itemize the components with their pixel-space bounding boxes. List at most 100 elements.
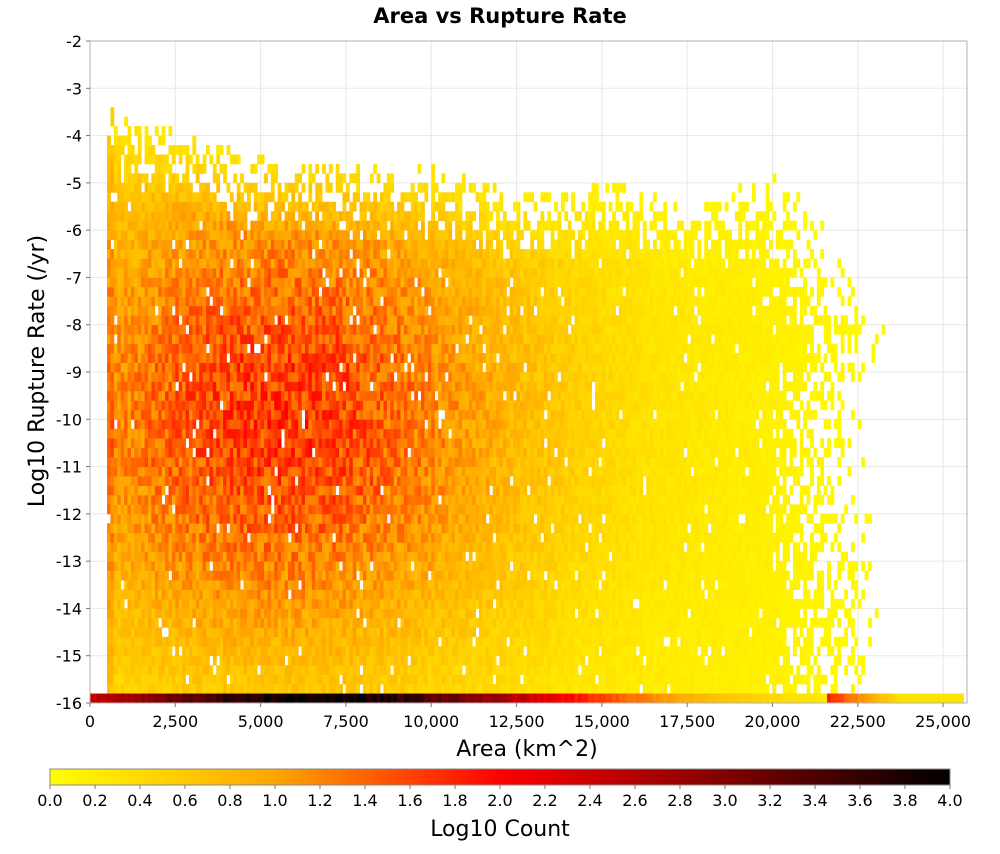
- heatmap-cell: [261, 306, 265, 316]
- heatmap-cell: [199, 504, 203, 514]
- heatmap-cell: [182, 249, 186, 259]
- heatmap-cell: [353, 523, 357, 533]
- heatmap-cell: [206, 571, 210, 581]
- heatmap-cell: [247, 325, 251, 335]
- heatmap-cell: [339, 523, 343, 533]
- heatmap-cell: [288, 457, 292, 467]
- heatmap-cell: [302, 400, 306, 410]
- heatmap-cell: [377, 656, 381, 666]
- heatmap-cell: [411, 637, 415, 647]
- heatmap-cell: [257, 429, 261, 439]
- heatmap-cell: [397, 429, 401, 439]
- heatmap-cell: [325, 495, 329, 505]
- heatmap-cell: [110, 627, 114, 637]
- heatmap-cell: [138, 173, 142, 183]
- heatmap-cell: [172, 173, 176, 183]
- heatmap-cell: [186, 353, 190, 363]
- heatmap-cell: [401, 211, 405, 221]
- heatmap-cell: [271, 400, 275, 410]
- heatmap-cell: [264, 363, 268, 373]
- heatmap-cell: [315, 675, 319, 685]
- heatmap-cell: [233, 580, 237, 590]
- heatmap-cell: [182, 173, 186, 183]
- heatmap-cell: [213, 259, 217, 269]
- heatmap-cell: [131, 438, 135, 448]
- heatmap-cell: [203, 221, 207, 231]
- heatmap-cell: [247, 476, 251, 486]
- heatmap-cell: [138, 618, 142, 628]
- heatmap-cell: [421, 476, 425, 486]
- heatmap-cell: [414, 448, 418, 458]
- heatmap-cell: [189, 561, 193, 571]
- heatmap-cell: [390, 334, 394, 344]
- heatmap-cell: [325, 504, 329, 514]
- heatmap-cell: [206, 646, 210, 656]
- heatmap-cell: [179, 145, 183, 155]
- heatmap-cell: [291, 646, 295, 656]
- heatmap-cell: [192, 495, 196, 505]
- heatmap-cell: [383, 429, 387, 439]
- heatmap-cell: [162, 514, 166, 524]
- heatmap-cell: [373, 400, 377, 410]
- heatmap-cell: [278, 221, 282, 231]
- heatmap-cell: [298, 467, 302, 477]
- heatmap-cell: [360, 240, 364, 250]
- heatmap-cell: [124, 429, 128, 439]
- heatmap-cell: [421, 202, 425, 212]
- heatmap-cell: [377, 599, 381, 609]
- heatmap-cell: [346, 372, 350, 382]
- heatmap-cell: [390, 221, 394, 231]
- heatmap-cell: [209, 590, 213, 600]
- heatmap-cell: [121, 192, 125, 202]
- heatmap-cell: [346, 552, 350, 562]
- heatmap-cell: [233, 627, 237, 637]
- heatmap-cell: [312, 552, 316, 562]
- heatmap-cell: [288, 504, 292, 514]
- heatmap-cell: [411, 334, 415, 344]
- heatmap-cell: [373, 561, 377, 571]
- heatmap-cell: [223, 259, 227, 269]
- heatmap-cell: [165, 287, 169, 297]
- heatmap-cell: [199, 287, 203, 297]
- heatmap-cell: [114, 381, 118, 391]
- heatmap-cell: [162, 561, 166, 571]
- heatmap-cell: [216, 372, 220, 382]
- heatmap-cell: [145, 410, 149, 420]
- heatmap-cell: [285, 485, 289, 495]
- heatmap-cell: [305, 381, 309, 391]
- heatmap-cell: [254, 665, 258, 675]
- heatmap-cell: [107, 381, 111, 391]
- heatmap-cell: [387, 259, 391, 269]
- heatmap-cell: [329, 268, 333, 278]
- heatmap-cell: [220, 684, 224, 694]
- heatmap-cell: [179, 523, 183, 533]
- heatmap-cell: [383, 410, 387, 420]
- heatmap-cell: [128, 400, 132, 410]
- heatmap-cell: [322, 353, 326, 363]
- heatmap-cell: [322, 372, 326, 382]
- heatmap-cell: [134, 646, 138, 656]
- heatmap-cell: [298, 590, 302, 600]
- heatmap-cell: [267, 637, 271, 647]
- heatmap-cell: [158, 590, 162, 600]
- heatmap-cell: [305, 684, 309, 694]
- heatmap-cell: [216, 618, 220, 628]
- heatmap-cell: [397, 202, 401, 212]
- heatmap-cell: [162, 476, 166, 486]
- heatmap-cell: [155, 608, 159, 618]
- heatmap-cell: [179, 154, 183, 164]
- heatmap-cell: [271, 552, 275, 562]
- heatmap-cell: [363, 656, 367, 666]
- heatmap-cell: [196, 438, 200, 448]
- heatmap-cell: [271, 675, 275, 685]
- heatmap-cell: [267, 249, 271, 259]
- heatmap-cell: [390, 240, 394, 250]
- heatmap-cell: [377, 637, 381, 647]
- heatmap-cell: [168, 514, 172, 524]
- heatmap-cell: [281, 637, 285, 647]
- heatmap-cell: [196, 240, 200, 250]
- heatmap-cell: [134, 126, 138, 136]
- heatmap-cell: [158, 259, 162, 269]
- heatmap-cell: [223, 334, 227, 344]
- heatmap-cell: [158, 344, 162, 354]
